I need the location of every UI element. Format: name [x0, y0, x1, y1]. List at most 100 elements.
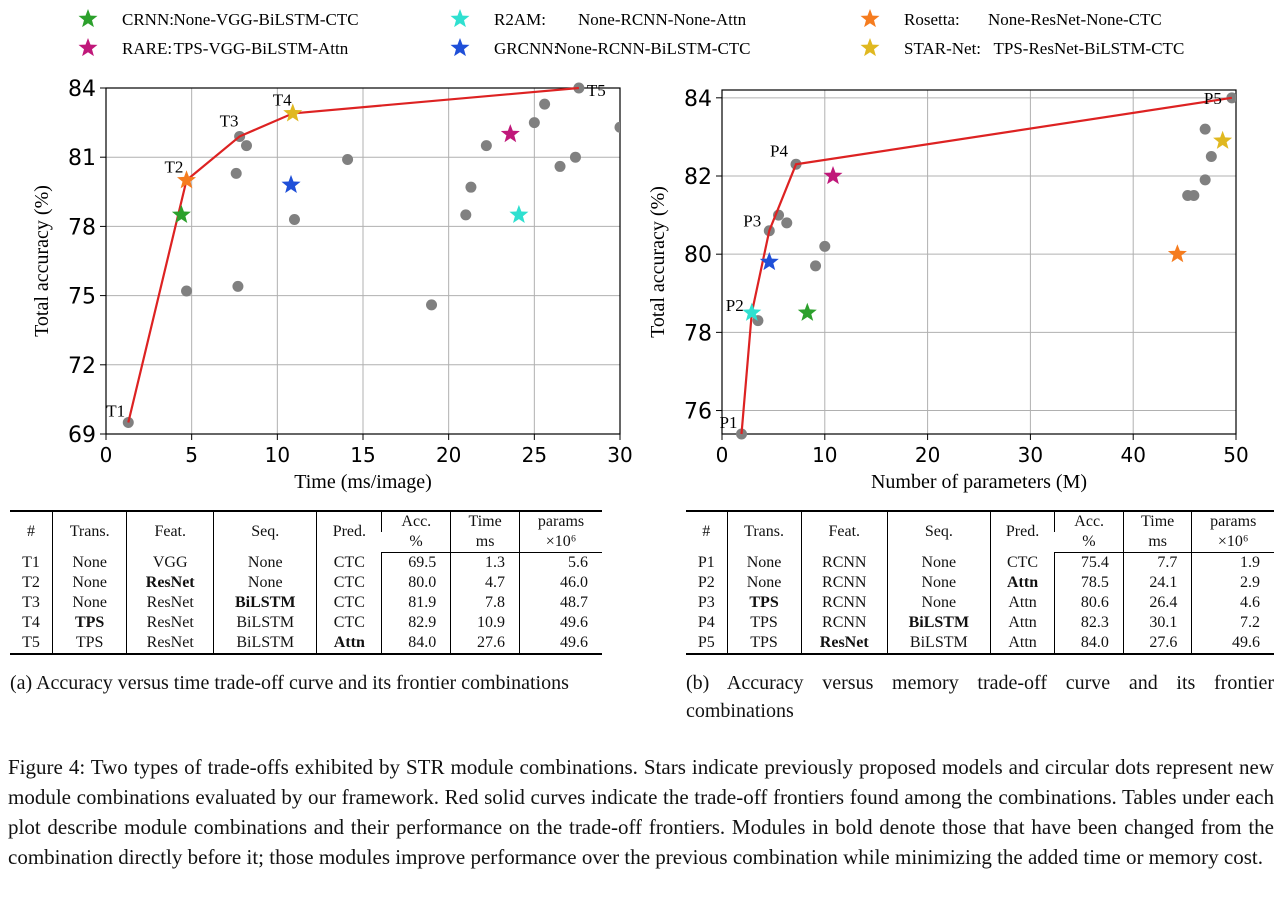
y-tick-label: 82 [684, 165, 712, 190]
model-star-rare [823, 166, 843, 185]
cell-id: P1 [697, 553, 715, 571]
legend-entry: GRCNN:None-RCNN-BiLSTM-CTC [450, 38, 751, 58]
col-params: params [519, 510, 602, 532]
cell-trans: None [726, 573, 801, 593]
col-trans: Trans. [52, 510, 127, 553]
cell-seq: BiLSTM [213, 633, 317, 655]
cell-params: 49.6 [1191, 633, 1274, 655]
cell-trans: TPS [52, 633, 127, 655]
legend-model-name: Rosetta: [904, 10, 960, 29]
cell-acc: 78.5 [1054, 573, 1124, 593]
cell-trans: None [52, 552, 127, 573]
data-point [1205, 150, 1217, 162]
legend-star-icon [450, 9, 470, 28]
cell-time: 4.7 [450, 573, 520, 593]
col-time-unit: ms [1122, 532, 1192, 553]
cell-time: 27.6 [450, 633, 520, 655]
x-tick-label: 40 [1120, 443, 1145, 467]
cell-seq: BiLSTM [213, 613, 317, 633]
data-point [240, 140, 252, 152]
model-star-r2am [742, 302, 762, 321]
model-star-grcnn [281, 174, 301, 193]
cell-pred: CTC [316, 552, 382, 573]
cell-pred: Attn [989, 593, 1055, 613]
data-point [480, 140, 492, 152]
cell-params: 46.0 [519, 573, 602, 593]
table-memory-frontier: # Trans. Feat. Seq. Pred. Acc. Time para… [686, 510, 1274, 655]
col-pred: Pred. [316, 510, 382, 553]
legend-model-desc: None-VGG-BiLSTM-CTC [174, 10, 359, 29]
frontier-label: T1 [106, 401, 125, 420]
cell-time: 7.8 [450, 593, 520, 613]
frontier-label: P2 [726, 296, 744, 315]
table-time-frontier: # Trans. Feat. Seq. Pred. Acc. Time para… [10, 510, 602, 655]
cell-pred: CTC [316, 593, 382, 613]
cell-seq: None [213, 552, 317, 573]
figure-caption: Figure 4: Two types of trade-offs exhibi… [8, 755, 1274, 869]
frontier-label: P4 [770, 141, 788, 160]
cell-trans: TPS [726, 593, 801, 613]
cell-acc: 75.4 [1054, 552, 1124, 573]
cell-trans: TPS [52, 613, 127, 633]
x-tick-label: 30 [607, 443, 632, 467]
plot-area [122, 82, 620, 428]
frontier-label: P5 [1204, 89, 1222, 108]
cell-acc: 82.9 [381, 613, 451, 633]
table-row: T2 None ResNet None CTC 80.0 4.7 46.0 [10, 573, 602, 593]
cell-pred: Attn [316, 633, 382, 655]
data-point [810, 260, 822, 272]
cell-seq: None [213, 573, 317, 593]
legend-model-name: RARE: [122, 39, 172, 58]
legend-model-desc: TPS-VGG-BiLSTM-Attn [174, 39, 349, 58]
legend-model-desc: TPS-ResNet-BiLSTM-CTC [994, 39, 1185, 58]
data-point [426, 299, 438, 311]
cell-time: 26.4 [1122, 593, 1192, 613]
cell-params: 4.6 [1191, 593, 1274, 613]
plot-accuracy-vs-params: 0 10 20 30 40 50 76 78 80 82 84 Number of parameter… [647, 87, 1249, 493]
model-star-rosetta [177, 170, 196, 189]
y-tick-label: 72 [68, 354, 96, 379]
cell-params: 49.6 [519, 633, 602, 655]
col-time-unit: ms [450, 532, 520, 553]
table-row: T4 TPS ResNet BiLSTM CTC 82.9 10.9 49.6 [10, 613, 602, 633]
cell-seq: None [886, 593, 991, 613]
cell-acc: 84.0 [1054, 633, 1124, 655]
frontier-label: T3 [220, 111, 239, 130]
cell-trans: None [52, 593, 127, 613]
frontier-label: T2 [165, 157, 184, 176]
cell-acc: 82.3 [1054, 613, 1124, 633]
cell-params: 1.9 [1191, 552, 1274, 573]
y-tick-label: 78 [68, 215, 96, 240]
cell-trans: None [726, 552, 801, 573]
x-tick-label: 10 [812, 443, 837, 467]
cell-id: T3 [22, 594, 40, 611]
table-row: P2 None RCNN None Attn 78.5 24.1 2.9 [686, 573, 1274, 593]
cell-feat: ResNet [126, 613, 214, 633]
x-tick-label: 5 [185, 443, 198, 467]
data-point [465, 181, 477, 193]
data-point [528, 117, 540, 129]
col-pred: Pred. [989, 510, 1055, 553]
cell-pred: CTC [316, 573, 382, 593]
cell-params: 49.6 [519, 613, 602, 633]
data-point [232, 280, 244, 292]
cell-seq: None [886, 573, 991, 593]
y-axis-label: Total accuracy (%) [31, 185, 53, 337]
legend-model-desc: None-RCNN-None-Attn [578, 10, 747, 29]
x-tick-label: 30 [1018, 443, 1043, 467]
cell-time: 1.3 [450, 552, 520, 573]
cell-params: 7.2 [1191, 613, 1274, 633]
caption-b: (b) Accuracy versus memory trade-off cur… [686, 672, 1274, 722]
y-tick-label: 75 [68, 285, 96, 310]
cell-time: 30.1 [1122, 613, 1192, 633]
data-point [460, 209, 472, 221]
col-seq: Seq. [213, 510, 317, 553]
cell-acc: 84.0 [381, 633, 451, 655]
col-params-unit: ×10⁶ [519, 532, 602, 553]
cell-acc: 80.6 [1054, 593, 1124, 613]
legend-star-icon [860, 9, 880, 28]
col-acc-unit: % [1054, 532, 1124, 553]
data-point [781, 217, 793, 229]
data-point [181, 285, 193, 297]
